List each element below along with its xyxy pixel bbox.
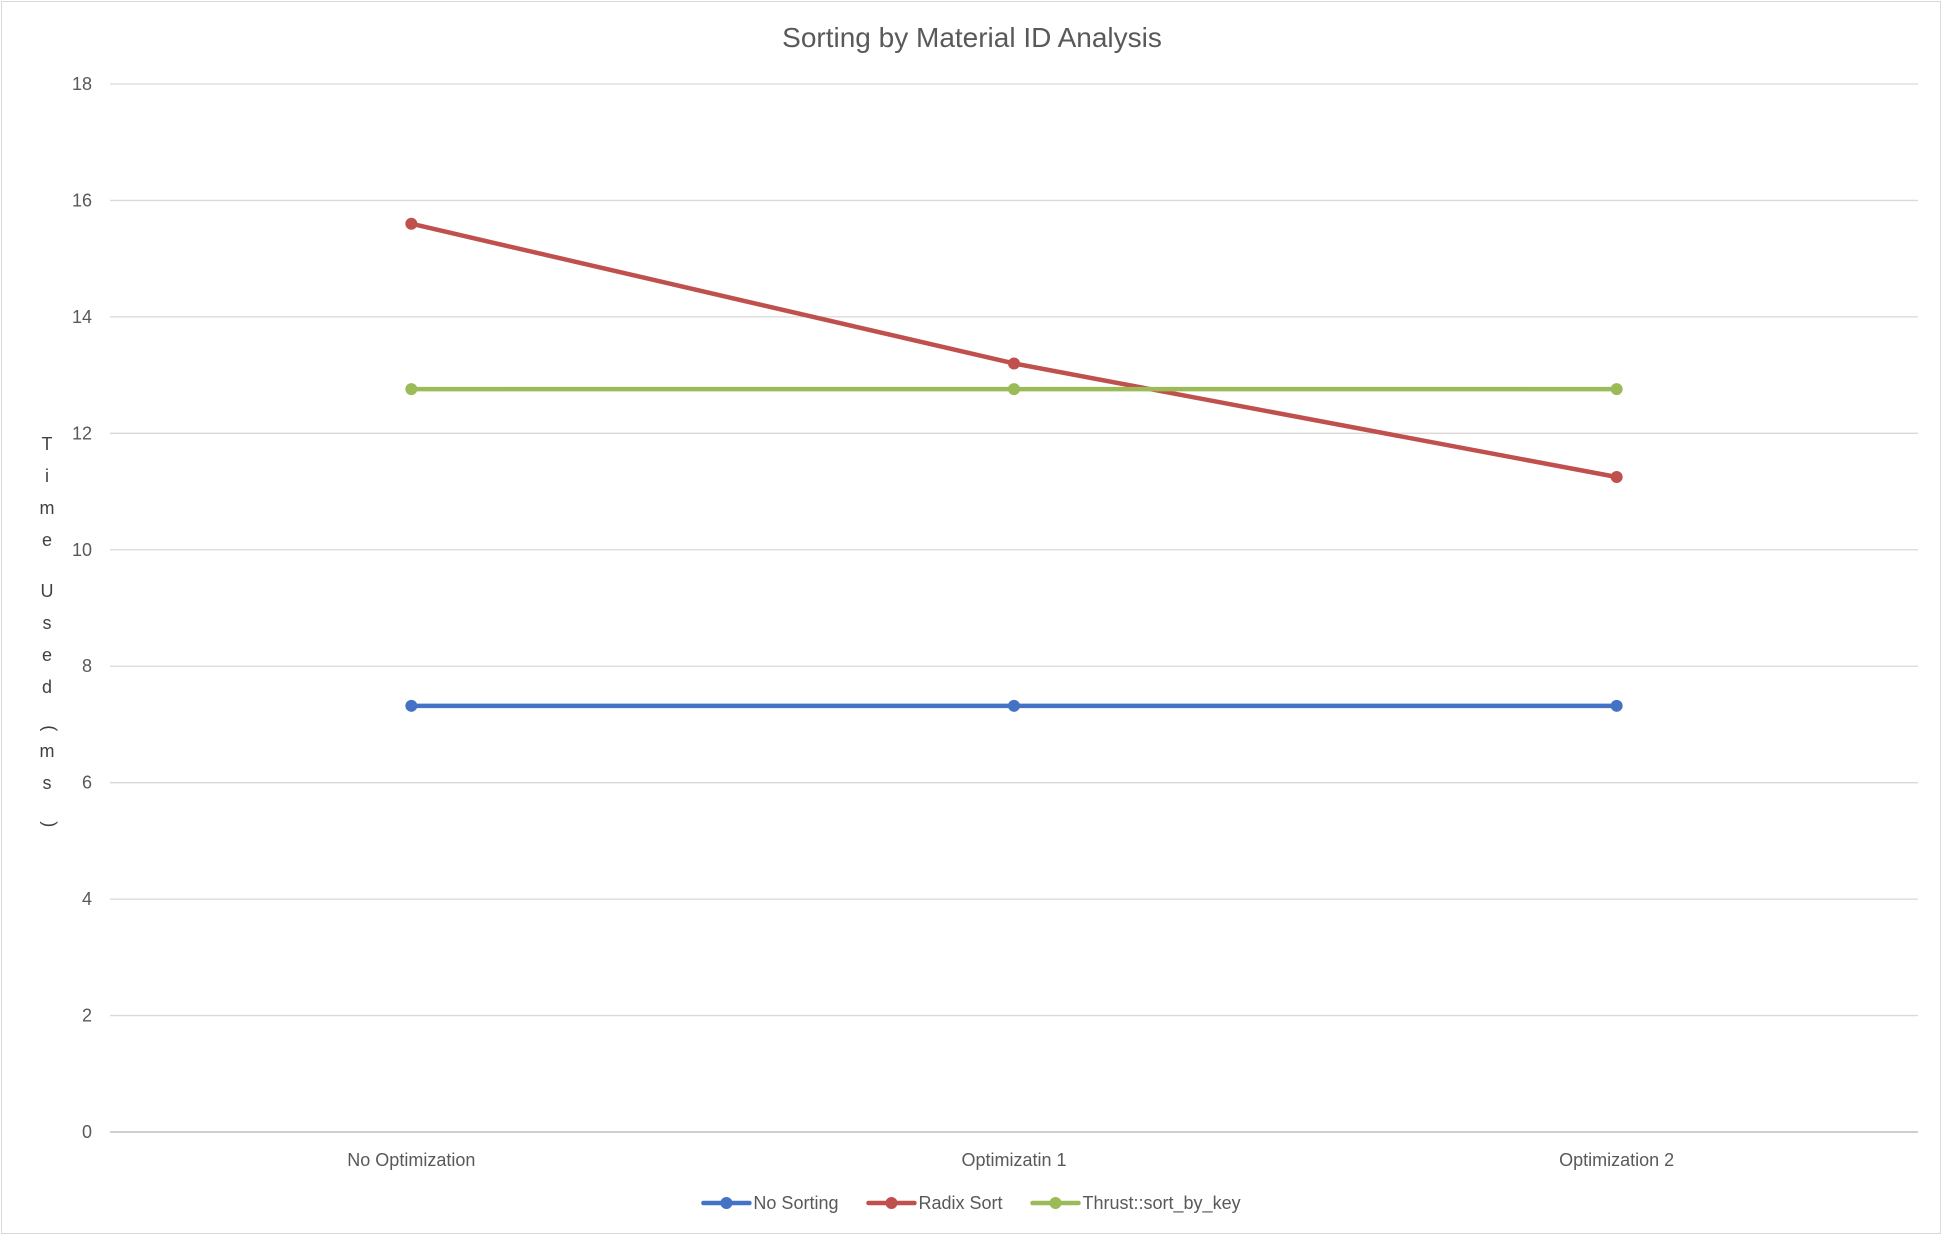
chart-title: Sorting by Material ID Analysis — [782, 22, 1162, 53]
series-lines — [405, 217, 1623, 712]
legend-label: Radix Sort — [918, 1193, 1002, 1213]
y-axis-ticks: 0 2 4 6 8 10 12 14 16 18 — [72, 74, 92, 1142]
data-point — [1008, 357, 1020, 370]
y-tick-label: 0 — [82, 1122, 92, 1142]
y-tick-label: 18 — [72, 74, 92, 94]
y-tick-label: 8 — [82, 656, 92, 676]
series-no-sorting — [405, 699, 1623, 712]
data-point — [1008, 383, 1020, 396]
data-point — [405, 699, 418, 712]
gridlines — [110, 83, 1918, 1133]
data-point — [1008, 699, 1020, 712]
y-tick-label: 16 — [72, 190, 92, 210]
data-point — [405, 383, 418, 396]
y-tick-label: 6 — [82, 773, 92, 793]
legend-swatch-marker — [1049, 1197, 1062, 1209]
data-point — [1610, 699, 1623, 712]
y-tick-label: 12 — [72, 423, 92, 443]
y-tick-label: 2 — [82, 1006, 92, 1026]
series-radix-sort — [405, 217, 1623, 483]
series-thrust-sort-by-key — [405, 383, 1623, 396]
y-tick-label: 10 — [72, 540, 92, 560]
data-point — [1610, 471, 1623, 483]
legend-swatch-marker — [720, 1197, 733, 1209]
data-point — [405, 217, 418, 230]
y-tick-label: 4 — [82, 889, 92, 909]
legend-label: No Sorting — [753, 1193, 838, 1213]
legend-label: Thrust::sort_by_key — [1083, 1193, 1241, 1214]
series-line — [409, 221, 1619, 480]
data-point — [1610, 383, 1623, 396]
legend: No Sorting Radix Sort Thrust::sort_by_key — [701, 1193, 1241, 1214]
x-axis-ticks: No Optimization Optimizatin 1 Optimization… — [347, 1150, 1674, 1170]
x-tick-label: Optimizatin 1 — [961, 1150, 1066, 1170]
y-tick-label: 14 — [72, 307, 92, 327]
x-tick-label: No Optimization — [347, 1150, 475, 1170]
legend-swatch-marker — [885, 1197, 898, 1209]
x-tick-label: Optimization 2 — [1559, 1150, 1674, 1170]
